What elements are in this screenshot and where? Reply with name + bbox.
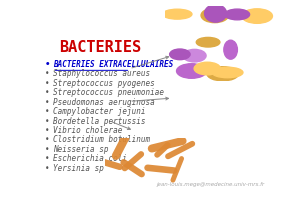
Ellipse shape	[194, 62, 220, 75]
Text: Streptococcus pyogenes: Streptococcus pyogenes	[52, 79, 154, 88]
Text: Vibrio cholerae: Vibrio cholerae	[52, 126, 122, 135]
Text: •: •	[44, 107, 49, 116]
Ellipse shape	[207, 67, 238, 81]
Ellipse shape	[201, 8, 228, 23]
Text: •: •	[44, 88, 49, 97]
Text: •: •	[44, 135, 49, 144]
Text: •: •	[44, 154, 49, 163]
Text: Campylobacter jejuni: Campylobacter jejuni	[52, 107, 145, 116]
Text: BACTERIES EXTRACELLULAIRES: BACTERIES EXTRACELLULAIRES	[52, 60, 173, 69]
Text: Bordetella pertussis: Bordetella pertussis	[52, 117, 145, 126]
Text: •: •	[44, 164, 49, 173]
Ellipse shape	[224, 40, 237, 59]
Text: Yersinia sp: Yersinia sp	[52, 164, 104, 173]
Ellipse shape	[183, 49, 206, 62]
Text: Clostridium botulinum: Clostridium botulinum	[52, 135, 150, 144]
Text: Staphylococcus aureus: Staphylococcus aureus	[52, 69, 150, 78]
Text: •: •	[44, 60, 50, 69]
Text: jean-louis.mege@medecine.univ-mrs.fr: jean-louis.mege@medecine.univ-mrs.fr	[157, 182, 266, 187]
Ellipse shape	[212, 67, 243, 78]
Text: Escherichia coli: Escherichia coli	[52, 154, 127, 163]
Text: Streptococcus pneumoniae: Streptococcus pneumoniae	[52, 88, 164, 97]
Ellipse shape	[169, 49, 190, 60]
Text: •: •	[44, 126, 49, 135]
Ellipse shape	[163, 9, 192, 19]
Text: •: •	[44, 117, 49, 126]
Text: Pseudomonas aeruginosa: Pseudomonas aeruginosa	[52, 98, 154, 107]
Text: BACTERIES: BACTERIES	[59, 40, 141, 55]
Text: •: •	[44, 69, 49, 78]
Ellipse shape	[225, 9, 250, 20]
Text: Neisseria sp: Neisseria sp	[52, 145, 108, 154]
Text: •: •	[44, 79, 49, 88]
Ellipse shape	[205, 4, 226, 22]
Ellipse shape	[177, 64, 207, 78]
Ellipse shape	[242, 9, 272, 23]
Text: •: •	[44, 145, 49, 154]
Ellipse shape	[196, 37, 220, 47]
Text: •: •	[44, 98, 49, 107]
